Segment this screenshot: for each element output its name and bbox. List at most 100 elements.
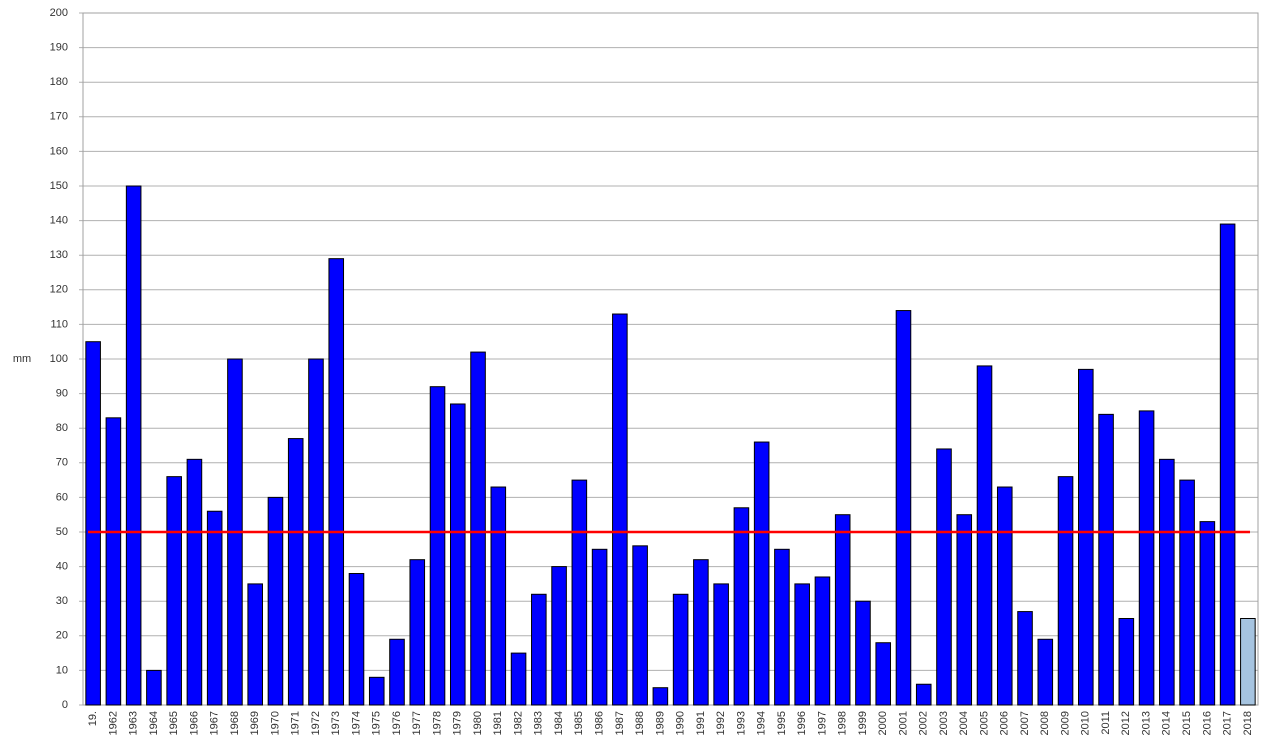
x-tick-label: 1964 bbox=[148, 711, 160, 735]
x-tick-label: 1984 bbox=[553, 711, 565, 735]
bar bbox=[206, 510, 223, 706]
x-tick-label: 2000 bbox=[877, 711, 889, 735]
y-tick-label: 50 bbox=[56, 526, 68, 538]
bar bbox=[490, 486, 507, 706]
x-tick-label: 2009 bbox=[1059, 711, 1071, 735]
y-tick-label: 170 bbox=[50, 111, 68, 123]
x-tick-label: 1988 bbox=[634, 711, 646, 735]
y-tick-label: 160 bbox=[50, 145, 68, 157]
bar bbox=[389, 638, 405, 706]
bar bbox=[915, 683, 932, 706]
y-tick-label: 110 bbox=[50, 318, 68, 330]
bar bbox=[794, 583, 810, 706]
y-tick-label: 140 bbox=[50, 215, 68, 227]
x-tick-label: 1975 bbox=[371, 711, 383, 735]
x-tick-label: 1962 bbox=[107, 711, 119, 735]
x-tick-label: 1983 bbox=[533, 711, 545, 735]
x-tick-label: 2017 bbox=[1222, 711, 1234, 735]
bar bbox=[368, 676, 385, 706]
x-tick-label: 2003 bbox=[938, 711, 950, 735]
bar bbox=[125, 185, 142, 706]
bar bbox=[1078, 368, 1094, 706]
x-tick-label: 2018 bbox=[1242, 711, 1254, 735]
y-tick-label: 10 bbox=[56, 664, 68, 676]
x-tick-label: 1966 bbox=[188, 711, 200, 735]
y-tick-label: 0 bbox=[62, 699, 68, 711]
bar bbox=[693, 559, 709, 706]
x-tick-label: 19. bbox=[87, 711, 99, 726]
y-tick-label: 200 bbox=[50, 7, 68, 19]
bar bbox=[470, 351, 486, 706]
x-tick-label: 1981 bbox=[492, 711, 504, 735]
x-tick-label: 2012 bbox=[1120, 711, 1132, 735]
x-tick-label: 1987 bbox=[614, 711, 626, 735]
bar bbox=[733, 507, 750, 706]
x-tick-label: 1980 bbox=[472, 711, 484, 735]
x-tick-label: 1969 bbox=[249, 711, 261, 735]
bar bbox=[591, 548, 608, 706]
x-tick-label: 1965 bbox=[168, 711, 180, 735]
x-tick-label: 2002 bbox=[918, 711, 930, 735]
bar bbox=[247, 583, 263, 706]
x-tick-label: 1998 bbox=[837, 711, 849, 735]
bar bbox=[1199, 521, 1216, 706]
y-tick-label: 70 bbox=[56, 457, 68, 469]
bar bbox=[1138, 410, 1155, 706]
bar bbox=[85, 341, 101, 706]
x-tick-label: 1997 bbox=[816, 711, 828, 735]
bar bbox=[814, 576, 831, 706]
x-tick-label: 1974 bbox=[350, 711, 362, 735]
bar bbox=[551, 566, 567, 706]
bar bbox=[1179, 479, 1195, 706]
bar bbox=[1118, 618, 1135, 706]
y-tick-label: 180 bbox=[50, 76, 68, 88]
x-tick-label: 2015 bbox=[1181, 711, 1193, 735]
x-tick-label: 1996 bbox=[796, 711, 808, 735]
x-tick-label: 2010 bbox=[1080, 711, 1092, 735]
bar bbox=[409, 559, 426, 706]
x-tick-label: 1986 bbox=[594, 711, 606, 735]
plot-frame bbox=[82, 12, 1259, 706]
x-tick-label: 2014 bbox=[1161, 711, 1173, 735]
x-tick-label: 1976 bbox=[391, 711, 403, 735]
y-tick-label: 130 bbox=[50, 249, 68, 261]
y-tick-label: 20 bbox=[56, 630, 68, 642]
x-tick-label: 1971 bbox=[290, 711, 302, 735]
bar bbox=[267, 496, 284, 706]
bar bbox=[855, 600, 871, 706]
x-tick-label: 1991 bbox=[695, 711, 707, 735]
x-tick-label: 1989 bbox=[654, 711, 666, 735]
y-tick-label: 190 bbox=[50, 42, 68, 54]
y-tick-label: 100 bbox=[50, 353, 68, 365]
x-tick-label: 2007 bbox=[1019, 711, 1031, 735]
y-tick-label: 80 bbox=[56, 422, 68, 434]
bar bbox=[186, 458, 203, 706]
x-tick-label: 2011 bbox=[1100, 711, 1112, 735]
bar bbox=[166, 476, 182, 706]
bar bbox=[105, 417, 122, 706]
bar bbox=[672, 593, 689, 706]
y-tick-label: 90 bbox=[56, 388, 68, 400]
x-tick-label: 2005 bbox=[978, 711, 990, 735]
x-tick-label: 1993 bbox=[735, 711, 747, 735]
x-tick-label: 1999 bbox=[857, 711, 869, 735]
x-tick-label: 1994 bbox=[756, 711, 768, 735]
bar bbox=[1017, 611, 1033, 706]
bar bbox=[328, 258, 345, 706]
x-tick-label: 2001 bbox=[897, 711, 909, 735]
bar bbox=[1219, 223, 1236, 706]
bar bbox=[348, 573, 365, 706]
bar bbox=[774, 548, 790, 706]
bar bbox=[976, 365, 993, 706]
x-tick-label: 1982 bbox=[512, 711, 524, 735]
bar bbox=[632, 545, 648, 706]
x-tick-label: 2013 bbox=[1140, 711, 1152, 735]
x-tick-label: 1977 bbox=[411, 711, 423, 735]
x-tick-label: 1973 bbox=[330, 711, 342, 735]
x-tick-label: 1963 bbox=[128, 711, 140, 735]
x-tick-label: 1970 bbox=[269, 711, 281, 735]
x-tick-label: 1978 bbox=[431, 711, 443, 735]
bar bbox=[956, 514, 973, 706]
x-tick-label: 1995 bbox=[776, 711, 788, 735]
